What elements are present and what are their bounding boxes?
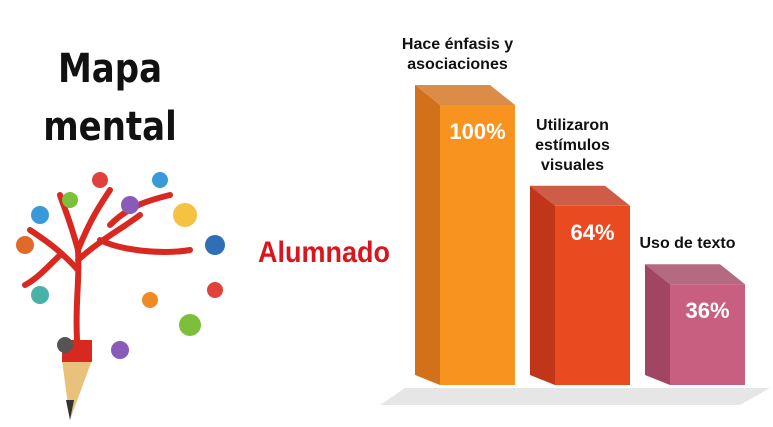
chart-subtitle: Alumnado: [258, 236, 391, 269]
bar: [555, 205, 630, 385]
bar-top: [415, 85, 515, 105]
category-label: Hace énfasis y asociaciones: [401, 36, 514, 73]
category-label: Utilizaron estímulos visuales: [535, 116, 610, 174]
bar-top: [645, 264, 745, 285]
value-label: 100%: [449, 119, 506, 144]
bar-side: [415, 85, 440, 385]
value-label: 36%: [685, 298, 730, 324]
bar-top: [530, 185, 630, 206]
bar-side: [530, 185, 555, 385]
tree-illustration: [16, 172, 225, 420]
value-label: 64%: [570, 219, 615, 245]
bar-base-shadow: [380, 388, 770, 405]
bar-side: [645, 264, 670, 385]
category-label: Uso de texto: [639, 235, 736, 253]
chart-title: Mapa mental: [43, 46, 177, 150]
bar: [440, 105, 515, 385]
bar: [670, 284, 745, 385]
